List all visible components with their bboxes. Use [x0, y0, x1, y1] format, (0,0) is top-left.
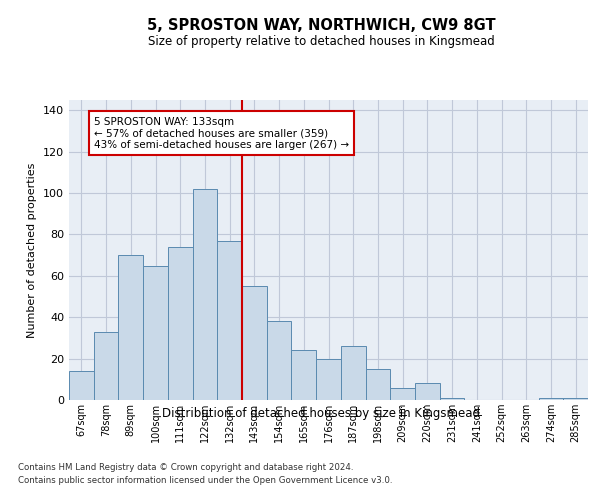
Text: 5 SPROSTON WAY: 133sqm
← 57% of detached houses are smaller (359)
43% of semi-de: 5 SPROSTON WAY: 133sqm ← 57% of detached…	[94, 116, 349, 150]
Bar	[168, 247, 193, 400]
Bar	[539, 398, 563, 400]
Bar	[341, 346, 365, 400]
Bar	[292, 350, 316, 400]
Bar	[415, 384, 440, 400]
Text: Contains HM Land Registry data © Crown copyright and database right 2024.: Contains HM Land Registry data © Crown c…	[18, 462, 353, 471]
Bar	[390, 388, 415, 400]
Bar	[316, 358, 341, 400]
Bar	[365, 369, 390, 400]
Bar	[143, 266, 168, 400]
Bar	[118, 255, 143, 400]
Text: 5, SPROSTON WAY, NORTHWICH, CW9 8GT: 5, SPROSTON WAY, NORTHWICH, CW9 8GT	[146, 18, 496, 32]
Text: Size of property relative to detached houses in Kingsmead: Size of property relative to detached ho…	[148, 35, 494, 48]
Bar	[217, 240, 242, 400]
Bar	[267, 322, 292, 400]
Text: Contains public sector information licensed under the Open Government Licence v3: Contains public sector information licen…	[18, 476, 392, 485]
Bar	[242, 286, 267, 400]
Bar	[94, 332, 118, 400]
Bar	[440, 398, 464, 400]
Bar	[563, 398, 588, 400]
Text: Distribution of detached houses by size in Kingsmead: Distribution of detached houses by size …	[162, 408, 480, 420]
Y-axis label: Number of detached properties: Number of detached properties	[28, 162, 37, 338]
Bar	[69, 371, 94, 400]
Bar	[193, 189, 217, 400]
